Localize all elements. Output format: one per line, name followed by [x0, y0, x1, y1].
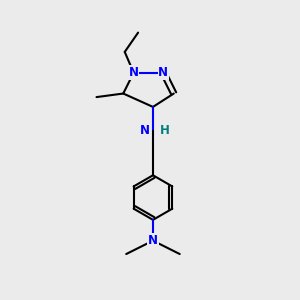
- Text: N: N: [158, 66, 168, 79]
- Text: N: N: [148, 234, 158, 247]
- Text: H: H: [160, 124, 170, 137]
- Text: N: N: [140, 124, 150, 137]
- Text: N: N: [129, 66, 139, 79]
